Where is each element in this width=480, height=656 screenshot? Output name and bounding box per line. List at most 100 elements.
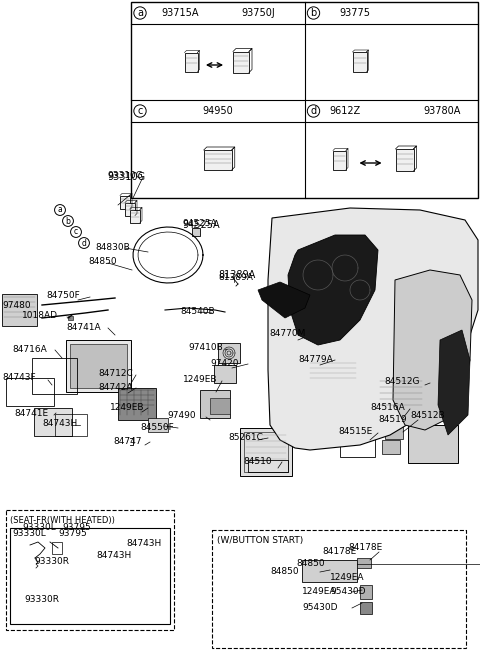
Text: 84741A: 84741A xyxy=(66,323,101,333)
Text: 84850: 84850 xyxy=(88,258,117,266)
Text: 81389A: 81389A xyxy=(218,270,255,280)
Text: 84743H: 84743H xyxy=(126,539,161,548)
Bar xyxy=(212,530,466,648)
Text: 97420: 97420 xyxy=(210,358,239,367)
Text: 93780A: 93780A xyxy=(423,106,460,116)
Text: 84747: 84747 xyxy=(113,438,142,447)
Bar xyxy=(52,542,62,554)
Text: 97490: 97490 xyxy=(167,411,196,420)
Bar xyxy=(285,342,290,347)
Text: 97410B: 97410B xyxy=(188,344,223,352)
Text: 84178E: 84178E xyxy=(348,543,382,552)
Bar xyxy=(148,418,168,432)
Text: 1249EA: 1249EA xyxy=(330,573,364,583)
Bar xyxy=(68,316,73,320)
Bar xyxy=(372,372,430,424)
Bar xyxy=(378,378,424,418)
Text: 84742A: 84742A xyxy=(98,382,132,392)
Text: b: b xyxy=(66,216,71,226)
Text: 93795: 93795 xyxy=(62,522,91,531)
Text: 93310G: 93310G xyxy=(107,171,143,180)
Text: a: a xyxy=(137,8,143,18)
Bar xyxy=(292,328,297,333)
Bar xyxy=(248,460,288,472)
Bar xyxy=(120,195,130,209)
Bar xyxy=(6,510,174,630)
Bar xyxy=(184,52,197,72)
Text: 95430D: 95430D xyxy=(302,604,337,613)
Bar xyxy=(340,435,375,457)
Text: 84519: 84519 xyxy=(378,415,407,424)
Text: c: c xyxy=(74,228,78,237)
Bar xyxy=(357,558,371,568)
Text: 84550F: 84550F xyxy=(140,422,174,432)
Bar xyxy=(278,356,283,361)
Text: 97480: 97480 xyxy=(2,300,31,310)
Bar xyxy=(285,328,290,333)
Polygon shape xyxy=(438,330,470,435)
Text: 84512B: 84512B xyxy=(410,411,444,419)
Text: 1249EA: 1249EA xyxy=(302,588,336,596)
Bar xyxy=(240,428,292,476)
Text: 94950: 94950 xyxy=(203,106,233,116)
Bar xyxy=(125,203,135,216)
Text: 93330R: 93330R xyxy=(34,558,69,567)
Bar xyxy=(2,294,37,326)
Text: 93750J: 93750J xyxy=(241,8,275,18)
Bar xyxy=(299,335,304,340)
Bar xyxy=(34,408,72,436)
Bar xyxy=(278,349,283,354)
Bar xyxy=(285,335,290,340)
Text: 84779A: 84779A xyxy=(298,354,333,363)
Polygon shape xyxy=(288,235,378,345)
Text: 84770M: 84770M xyxy=(269,329,305,337)
Bar xyxy=(70,344,127,388)
Text: 1249EB: 1249EB xyxy=(110,403,144,411)
Bar xyxy=(396,149,413,171)
Bar xyxy=(32,358,77,394)
Text: 93330L: 93330L xyxy=(22,522,56,531)
Text: 84512G: 84512G xyxy=(384,377,420,386)
Text: 9612Z: 9612Z xyxy=(329,106,361,116)
Bar xyxy=(302,560,357,582)
Bar xyxy=(200,390,230,418)
Text: 94525A: 94525A xyxy=(182,220,220,230)
Text: 93330L: 93330L xyxy=(12,529,46,539)
Text: 95430D: 95430D xyxy=(330,586,365,596)
Text: d: d xyxy=(311,106,317,116)
Bar xyxy=(278,335,283,340)
Polygon shape xyxy=(258,282,310,318)
Text: 85261C: 85261C xyxy=(228,432,263,441)
Bar xyxy=(385,425,403,439)
Bar xyxy=(214,365,236,383)
Text: 84178E: 84178E xyxy=(322,548,356,556)
Bar xyxy=(118,388,156,420)
Bar xyxy=(285,356,290,361)
Text: 93795: 93795 xyxy=(58,529,87,539)
Bar xyxy=(210,398,230,414)
Bar xyxy=(204,150,232,170)
Text: c: c xyxy=(137,106,143,116)
Text: a: a xyxy=(58,205,62,215)
Text: 84750F: 84750F xyxy=(46,291,80,300)
Text: 93310G: 93310G xyxy=(107,172,145,182)
Text: 84850: 84850 xyxy=(270,567,299,577)
Polygon shape xyxy=(268,208,478,450)
Bar xyxy=(10,528,170,624)
Bar xyxy=(299,349,304,354)
Text: 84712C: 84712C xyxy=(98,369,133,379)
Text: 84716A: 84716A xyxy=(12,346,47,354)
Bar xyxy=(299,328,304,333)
Bar xyxy=(408,425,458,463)
Text: 84540B: 84540B xyxy=(180,308,215,316)
Text: b: b xyxy=(311,8,317,18)
Bar xyxy=(218,343,240,363)
Text: 84510: 84510 xyxy=(243,457,272,466)
Text: 93330R: 93330R xyxy=(24,596,59,604)
Bar xyxy=(308,360,358,388)
Bar xyxy=(285,349,290,354)
Bar xyxy=(360,602,372,614)
Text: 84516A: 84516A xyxy=(370,403,405,413)
Bar xyxy=(55,414,87,436)
Text: 81389A: 81389A xyxy=(218,272,253,281)
